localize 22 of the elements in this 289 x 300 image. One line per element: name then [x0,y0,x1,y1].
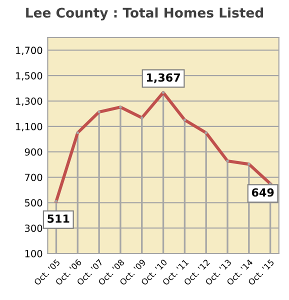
y-tick-label: 300 [25,224,42,232]
data-label: 1,367 [146,73,180,84]
point [204,131,208,134]
y-tick-label: 500 [25,199,42,207]
y-tick-label: 900 [24,148,42,156]
point [226,160,229,162]
y-tick-label: 1,700 [16,46,42,56]
point [162,91,165,94]
data-label: 649 [252,188,274,197]
y-tick-label: 1,100 [16,122,42,132]
point [248,162,250,166]
y-tick-label: 1,500 [16,72,42,80]
point [183,118,186,122]
y-tick-label: 700 [25,174,42,182]
point [119,106,122,109]
y-tick-label: 100 [25,250,42,258]
point [140,116,144,120]
data-label: 511 [48,214,70,223]
point [76,131,80,134]
y-tick-label: 1,300 [16,98,42,106]
point [98,110,100,114]
chart-title: Lee County : Total Homes Listed [26,8,263,20]
